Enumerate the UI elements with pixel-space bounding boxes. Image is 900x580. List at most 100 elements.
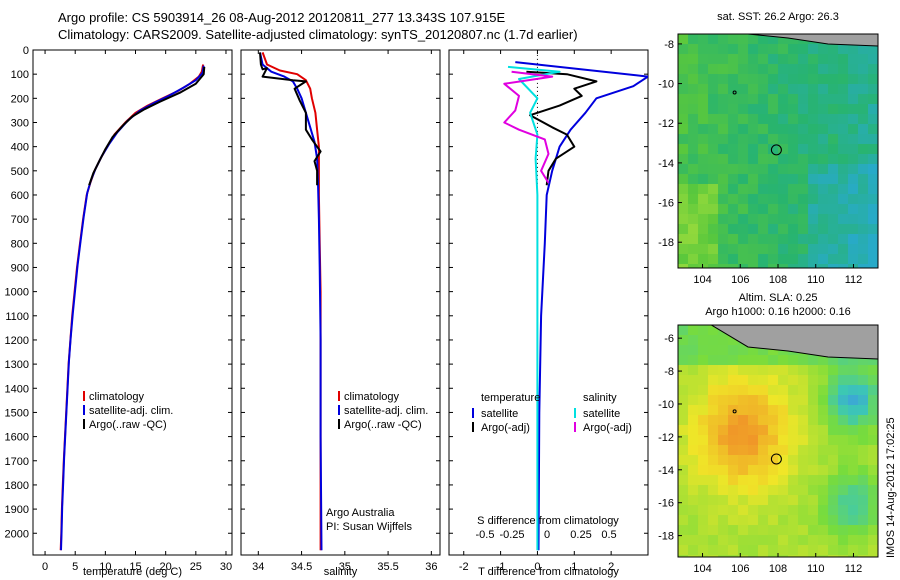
x-tick-label-top: -0.5 xyxy=(476,529,495,541)
lat-tick-label: -8 xyxy=(664,39,674,51)
legend-label: satellite xyxy=(583,408,620,420)
depth-tick-label: 1600 xyxy=(5,432,29,444)
legend-label: satellite-adj. clim. xyxy=(344,405,428,417)
float-position-marker xyxy=(770,453,782,465)
x-tick-label: -1 xyxy=(496,561,506,573)
map-panel-1: 104 106 108 110 112 -8 -10 -12 -14 -16 -18 sat. SST… xyxy=(658,11,879,286)
x-tick-label: 15 xyxy=(129,561,141,573)
annotation-text: Argo Australia xyxy=(326,507,395,519)
series-line-argo-adj- xyxy=(503,70,554,184)
side-label: IMOS 14-Aug-2012 17:02:25 xyxy=(885,417,897,558)
figure-title-line2: Climatology: CARS2009. Satellite-adjuste… xyxy=(58,27,578,42)
plot-frame xyxy=(240,49,441,556)
x-axis-label-top: S difference from climatology xyxy=(477,515,619,527)
legend-label: satellite xyxy=(481,408,518,420)
lat-tick-label: -14 xyxy=(658,465,674,477)
lon-tick-label: 104 xyxy=(693,274,711,286)
x-tick-label: 35.5 xyxy=(377,561,398,573)
legend-label: climatology xyxy=(344,391,400,403)
x-axis-label: T difference from climatology xyxy=(478,566,619,578)
island-marker xyxy=(732,90,737,95)
x-tick-label: 2 xyxy=(608,561,614,573)
depth-tick-label: 1400 xyxy=(5,383,29,395)
legend-label: Argo(..raw -QC) xyxy=(344,419,422,431)
x-tick-label: 35 xyxy=(339,561,351,573)
map-field xyxy=(678,325,878,557)
lat-tick-label: -10 xyxy=(658,79,674,91)
legend-label: satellite-adj. clim. xyxy=(89,405,173,417)
depth-tick-label: 1100 xyxy=(5,311,29,323)
profile-panel-3: -2 -1 0 1 2T difference from climatology temp… xyxy=(448,49,649,578)
lon-tick-label: 108 xyxy=(769,563,787,575)
legend-title: temperature xyxy=(481,392,540,404)
x-tick-label-top: 0 xyxy=(544,529,550,541)
map-title-line2: Argo h1000: 0.16 h2000: 0.16 xyxy=(705,306,851,318)
x-tick-label: -2 xyxy=(459,561,469,573)
lat-tick-label: -16 xyxy=(658,198,674,210)
lon-tick-label: 106 xyxy=(731,274,749,286)
lon-tick-label: 108 xyxy=(769,274,787,286)
x-tick-label-top: -0.25 xyxy=(499,529,524,541)
depth-tick-label: 800 xyxy=(11,238,29,250)
depth-tick-label: 0 xyxy=(23,45,29,57)
float-position-marker xyxy=(770,144,782,156)
series-line-argo-raw-qc- xyxy=(88,66,206,186)
plot-frame xyxy=(448,49,649,556)
x-axis-label: salinity xyxy=(324,566,358,578)
lon-tick-label: 104 xyxy=(693,563,711,575)
lon-tick-label: 110 xyxy=(807,274,825,286)
lon-tick-label: 112 xyxy=(845,563,863,575)
x-tick-label: 34.5 xyxy=(291,561,312,573)
x-tick-label-top: 0.25 xyxy=(570,529,591,541)
depth-tick-label: 200 xyxy=(11,93,29,105)
lon-tick-label: 110 xyxy=(807,563,825,575)
depth-tick-label: 400 xyxy=(11,142,29,154)
legend-title: salinity xyxy=(583,392,617,404)
x-tick-label: 10 xyxy=(99,561,111,573)
series-group xyxy=(259,52,323,551)
x-tick-label: 20 xyxy=(160,561,172,573)
annotation-text: PI: Susan Wijffels xyxy=(326,521,412,533)
x-tick-label: 25 xyxy=(190,561,202,573)
x-tick-label: 1 xyxy=(571,561,577,573)
series-line-argo-raw-qc- xyxy=(259,52,322,186)
lon-tick-label: 112 xyxy=(845,274,863,286)
lat-tick-label: -8 xyxy=(664,366,674,378)
figure-title-line1: Argo profile: CS 5903914_26 08-Aug-2012 … xyxy=(58,10,506,25)
land-mass xyxy=(678,325,878,360)
map-title-line1: Altim. SLA: 0.25 xyxy=(739,292,818,304)
depth-tick-label: 900 xyxy=(11,262,29,274)
profile-panel-1: 0100200300400500600700800900100011001200… xyxy=(5,45,233,578)
x-tick-label: 30 xyxy=(220,561,232,573)
lat-tick-label: -18 xyxy=(658,237,674,249)
island-marker xyxy=(732,409,737,414)
depth-tick-label: 1000 xyxy=(5,287,29,299)
lat-tick-label: -18 xyxy=(658,531,674,543)
depth-tick-label: 500 xyxy=(11,166,29,178)
plot-frame xyxy=(32,49,233,556)
land-mass xyxy=(678,34,878,47)
lat-tick-label: -14 xyxy=(658,158,674,170)
map-title: sat. SST: 26.2 Argo: 26.3 xyxy=(717,11,839,23)
lat-tick-label: -16 xyxy=(658,498,674,510)
x-axis-label: temperature (deg C) xyxy=(83,566,182,578)
lat-tick-label: -12 xyxy=(658,118,674,130)
series-group xyxy=(503,54,648,551)
legend-label: Argo(-adj) xyxy=(583,422,632,434)
series-line-satellite-adj-clim- xyxy=(259,52,323,551)
profile-panel-2: 34 34.5 35 35.5 36 salinity climatology satelli… xyxy=(240,49,441,578)
legend-label: climatology xyxy=(89,391,145,403)
lat-tick-label: -6 xyxy=(664,333,674,345)
depth-tick-label: 1300 xyxy=(5,359,29,371)
series-line-satellite xyxy=(515,61,648,551)
x-tick-label-top: 0.5 xyxy=(601,529,616,541)
depth-tick-label: 100 xyxy=(11,69,29,81)
depth-tick-label: 1800 xyxy=(5,480,29,492)
lat-tick-label: -12 xyxy=(658,432,674,444)
depth-tick-label: 600 xyxy=(11,190,29,202)
depth-tick-label: 2000 xyxy=(5,528,29,540)
map-panel-2: 104 106 108 110 112 -6 -8 -10 -12 -14 -16 -18 Altim.… xyxy=(658,292,879,575)
depth-tick-label: 1700 xyxy=(5,456,29,468)
series-line-satellite-adj-clim- xyxy=(60,65,205,551)
